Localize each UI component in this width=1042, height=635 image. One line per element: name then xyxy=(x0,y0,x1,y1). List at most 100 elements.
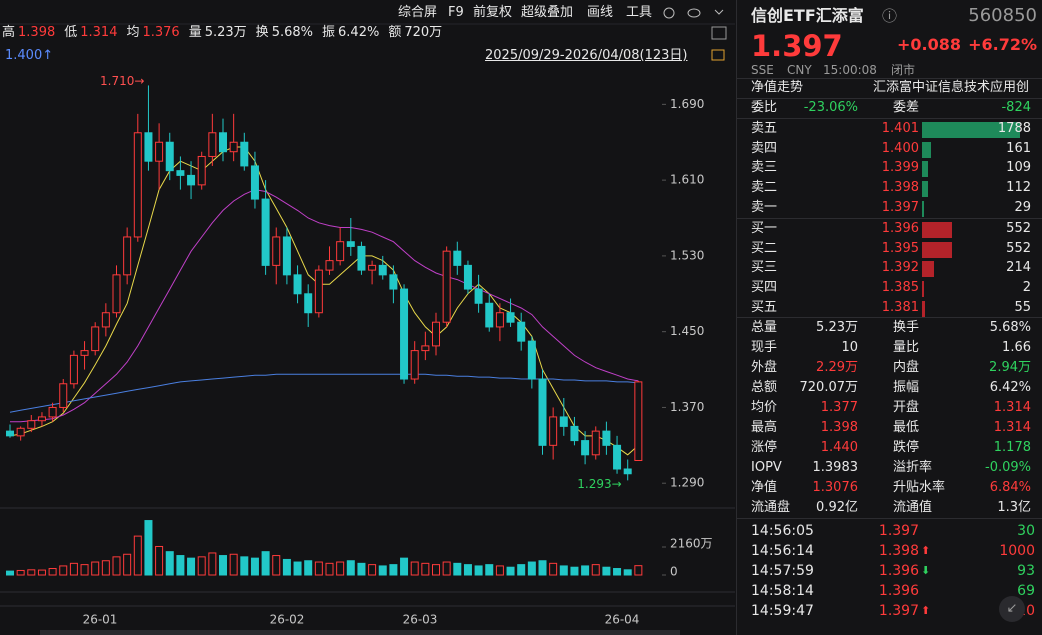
volume-bar xyxy=(581,565,590,576)
stat-value: 1.398 xyxy=(820,420,858,435)
separator xyxy=(737,317,1042,318)
info-icon[interactable]: ⓘ xyxy=(882,7,898,25)
toolbar-button[interactable]: 前复权 xyxy=(473,5,513,20)
stat-label: IOPV xyxy=(751,460,782,475)
quote-panel: 信创ETF汇添富 ⓘ 560850 1.397 +0.088 +6.72% SSE CNY 15… xyxy=(736,0,1042,635)
stat-label: 涨停 xyxy=(751,440,778,455)
order-qty: 112 xyxy=(1006,180,1031,196)
candle-body xyxy=(219,132,227,153)
candle-body xyxy=(474,288,483,304)
volume-bar xyxy=(101,560,110,576)
candle-body xyxy=(389,274,398,290)
volume-bar xyxy=(240,556,249,576)
eye-icon[interactable] xyxy=(687,8,701,18)
volume-bar xyxy=(91,561,100,576)
candle-body xyxy=(165,141,174,172)
volume-bar xyxy=(613,568,622,576)
candle-body xyxy=(378,264,387,276)
candle-body xyxy=(591,430,600,456)
candle-body xyxy=(442,250,451,323)
volume-bar xyxy=(37,569,46,576)
volume-bar xyxy=(453,562,462,576)
candle-body xyxy=(634,381,643,461)
info-value: 5.68% xyxy=(271,25,313,40)
info-value: 6.42% xyxy=(338,25,380,40)
collapse-button[interactable]: ↙ xyxy=(999,596,1025,622)
stat-value: 2.94万 xyxy=(989,360,1031,375)
order-qty: 161 xyxy=(1006,140,1031,156)
trade-qty: 1000 xyxy=(999,543,1035,559)
volume-bar xyxy=(485,564,494,576)
volume-bar xyxy=(314,561,323,576)
volume-bar xyxy=(219,555,227,576)
candle-body xyxy=(144,132,153,162)
candle-body xyxy=(16,427,25,437)
candle-body xyxy=(506,312,515,323)
high-annotation: 1.710→ xyxy=(100,74,144,88)
order-price: 1.381 xyxy=(881,299,919,315)
stat-value: 720.07万 xyxy=(799,380,859,395)
candle-body xyxy=(368,264,377,271)
trade-price: 1.396 xyxy=(878,583,919,599)
candle-body xyxy=(101,312,110,328)
volume-bar xyxy=(69,562,78,576)
stat-value: 1.178 xyxy=(993,440,1031,455)
volume-bar xyxy=(304,560,313,576)
quote-meta: 15:00:08 xyxy=(823,63,877,77)
toolbar-button[interactable]: 画线 xyxy=(587,5,614,20)
collapse-icon[interactable] xyxy=(714,9,724,15)
info-value: 1.314 xyxy=(80,25,118,40)
candle-body xyxy=(69,354,78,385)
lock-icon[interactable] xyxy=(711,49,725,61)
separator xyxy=(737,78,1042,79)
date-range[interactable]: 2025/09/29-2026/04/08(123日) xyxy=(485,48,688,63)
depth-bar xyxy=(922,222,953,238)
trade-direction: ⬇ xyxy=(921,564,931,577)
candle-body xyxy=(240,141,249,167)
depth-bar xyxy=(922,281,924,298)
separator xyxy=(737,218,1042,219)
depth-bar xyxy=(922,122,1020,138)
info-item: 量 5.23万 xyxy=(189,25,247,41)
settings-icon[interactable] xyxy=(663,7,675,19)
info-label: 额 xyxy=(388,25,402,40)
volume-bar xyxy=(527,561,536,576)
candle-body xyxy=(357,245,366,271)
candle-body xyxy=(176,170,185,176)
candle-body xyxy=(346,241,355,247)
low-annotation: 1.293→ xyxy=(577,477,621,491)
volume-bar xyxy=(442,561,451,576)
toolbar-button[interactable]: 综合屏 xyxy=(398,5,438,20)
scrollbar[interactable] xyxy=(40,630,680,635)
volume-bar xyxy=(432,564,440,576)
tab[interactable]: 净值走势 xyxy=(751,80,804,95)
candle-body xyxy=(133,132,142,238)
order-qty: 55 xyxy=(1014,299,1031,315)
stat-label: 净值 xyxy=(751,480,778,495)
tab[interactable]: 汇添富中证信息技术应用创 xyxy=(872,80,1029,95)
order-label: 卖一 xyxy=(751,199,778,215)
toolbar-button[interactable]: 工具 xyxy=(626,5,653,20)
candle-body xyxy=(495,312,504,328)
stat-value: -0.09% xyxy=(985,460,1031,475)
trade-qty: 93 xyxy=(1017,563,1035,579)
chart-header: 综合屏 F9 前复权 超级叠加 画线 工具高 1.398 低 1.314 均 1.376 量 5.23万… xyxy=(0,0,735,70)
info-value: 720万 xyxy=(404,25,443,40)
volume-bar xyxy=(16,569,25,576)
info-label: 振 xyxy=(322,25,336,40)
volume-bar xyxy=(144,520,153,576)
order-label: 买二 xyxy=(751,240,778,256)
stat-value: 0.92亿 xyxy=(816,500,858,515)
toolbar-button[interactable]: F9 xyxy=(448,5,464,20)
order-label: 卖二 xyxy=(751,180,778,196)
candle-body xyxy=(208,132,217,157)
candle-body xyxy=(410,350,419,380)
toolbar-button[interactable]: 超级叠加 xyxy=(521,5,574,20)
info-label: 量 xyxy=(188,25,202,40)
order-label: 买五 xyxy=(751,299,778,315)
stat-label: 最低 xyxy=(893,420,920,435)
candle-body xyxy=(272,236,281,266)
y-tick-label: 1.290 xyxy=(670,476,704,490)
security-code: 560850 xyxy=(968,5,1037,26)
wp-icon[interactable] xyxy=(711,26,727,40)
